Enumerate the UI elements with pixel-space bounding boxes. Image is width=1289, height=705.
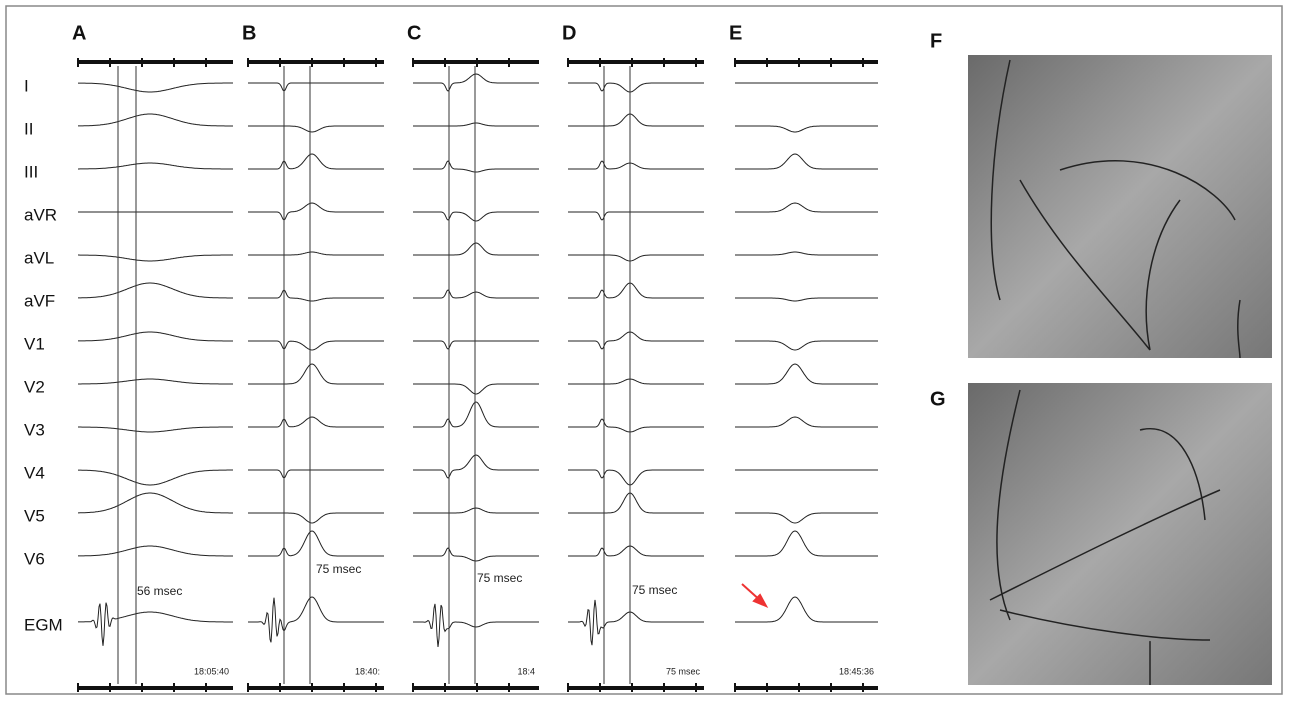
ecg-trace xyxy=(568,492,704,514)
timestamp: 18:45:36 xyxy=(839,666,874,676)
lead-label: V2 xyxy=(24,377,45,396)
ecg-trace xyxy=(568,545,704,557)
lead-label: EGM xyxy=(24,615,63,634)
lead-label: V5 xyxy=(24,506,45,525)
ecg-trace xyxy=(248,596,384,643)
ecg-trace xyxy=(568,211,704,221)
panel-label: B xyxy=(242,22,256,44)
panel-label: G xyxy=(930,388,946,410)
ecg-trace xyxy=(78,492,233,514)
ecg-trace xyxy=(78,602,233,646)
ecg-trace xyxy=(735,297,878,302)
interval-label: 75 msec xyxy=(316,562,361,576)
ecg-trace xyxy=(413,242,539,256)
ecg-trace xyxy=(735,202,878,213)
ecg-trace xyxy=(78,331,233,342)
lead-wire xyxy=(990,59,1241,359)
ecg-trace xyxy=(413,122,539,127)
ecg-trace xyxy=(568,378,704,385)
ecg-trace xyxy=(248,251,384,256)
ecg-trace xyxy=(78,82,233,93)
lead-label: aVF xyxy=(24,291,55,310)
arrow xyxy=(741,583,769,609)
lead-wire xyxy=(989,389,1221,685)
lead-label: V1 xyxy=(24,334,45,353)
ecg-trace xyxy=(735,125,878,133)
timestamp: 18:40: xyxy=(355,666,380,676)
ecg-trace xyxy=(248,512,384,524)
timestamp: 18:4 xyxy=(517,666,535,676)
ecg-trace xyxy=(735,596,878,623)
ecg-trace xyxy=(248,125,384,133)
ecg-trace xyxy=(78,254,233,262)
ecg-trace xyxy=(248,530,384,557)
lead-label: V3 xyxy=(24,420,45,439)
lead-label: III xyxy=(24,162,38,181)
ecg-trace xyxy=(78,545,233,557)
lead-label: I xyxy=(24,76,29,95)
ecg-trace xyxy=(568,418,704,433)
ecg-trace xyxy=(735,363,878,385)
ecg-trace xyxy=(413,289,539,299)
ecg-trace xyxy=(413,383,539,395)
ecg-trace xyxy=(568,254,704,262)
ecg-trace xyxy=(78,162,233,170)
fluoro-image xyxy=(968,55,1272,358)
ecg-trace xyxy=(413,340,539,350)
panel-label: F xyxy=(930,30,942,52)
ecg-trace xyxy=(413,73,539,92)
fluoro-image xyxy=(968,383,1272,685)
ecg-trace xyxy=(248,202,384,221)
timestamp: 75 msec xyxy=(666,666,701,676)
panel-label: A xyxy=(72,22,86,44)
lead-label: V4 xyxy=(24,463,45,482)
ecg-trace xyxy=(413,211,539,222)
interval-label: 75 msec xyxy=(477,571,522,585)
lead-label: aVL xyxy=(24,248,54,267)
timestamp: 18:05:40 xyxy=(194,666,229,676)
ecg-trace xyxy=(735,530,878,557)
ecg-trace xyxy=(248,416,384,428)
lead-label: aVR xyxy=(24,205,57,224)
ecg-trace xyxy=(568,282,704,299)
ecg-trace xyxy=(78,113,233,127)
ecg-trace xyxy=(568,599,704,646)
lead-label: V6 xyxy=(24,549,45,568)
ecg-trace xyxy=(78,282,233,299)
ecg-trace xyxy=(413,401,539,428)
ecg-trace xyxy=(248,363,384,385)
ecg-trace xyxy=(248,153,384,170)
panel-label: C xyxy=(407,22,421,44)
ecg-trace xyxy=(413,507,539,514)
ecg-trace xyxy=(248,289,384,302)
ecg-trace xyxy=(568,113,704,127)
ecg-trace xyxy=(78,378,233,385)
ecg-trace xyxy=(735,340,878,351)
ecg-trace xyxy=(735,512,878,524)
ecg-trace xyxy=(568,331,704,350)
ecg-trace xyxy=(735,416,878,428)
panel-label: D xyxy=(562,22,576,44)
ecg-trace xyxy=(248,469,384,479)
catheters xyxy=(989,59,1241,685)
ecg-trace xyxy=(568,82,704,93)
lead-label: II xyxy=(24,119,33,138)
ecg-trace xyxy=(78,426,233,433)
interval-label: 75 msec xyxy=(632,583,677,597)
ecg-trace xyxy=(568,469,704,486)
interval-label: 56 msec xyxy=(137,584,182,598)
ecg-trace xyxy=(78,469,233,486)
frame xyxy=(5,5,1283,695)
ecg-trace xyxy=(568,160,704,170)
ecg-trace xyxy=(413,160,539,173)
ecg-trace xyxy=(248,340,384,351)
ecg-trace xyxy=(735,251,878,256)
panel-label: E xyxy=(729,22,742,44)
ecg-trace xyxy=(413,547,539,562)
ecg-trace xyxy=(413,454,539,479)
ecg-trace xyxy=(735,153,878,170)
ecg-trace xyxy=(413,603,539,647)
ecg-trace xyxy=(248,82,384,92)
